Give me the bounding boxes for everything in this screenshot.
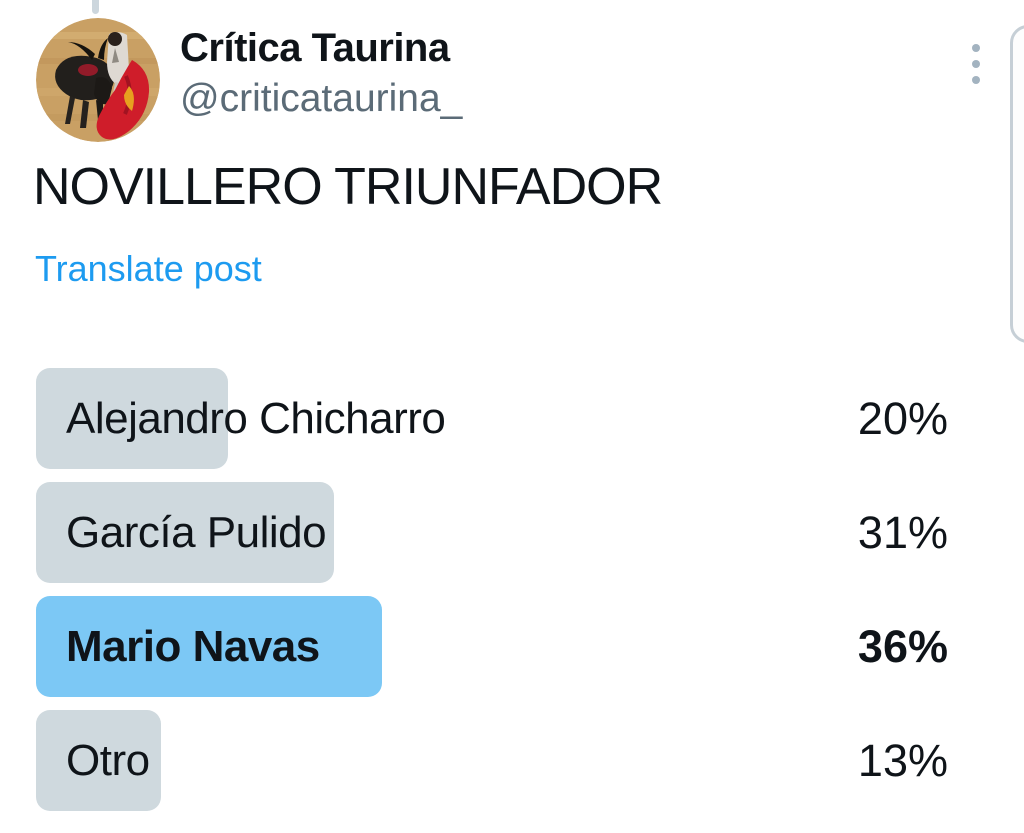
poll-option-row[interactable]: Alejandro Chicharro 20% bbox=[36, 368, 948, 469]
poll-option-label: Mario Navas bbox=[66, 622, 320, 671]
poll-result-bar bbox=[36, 482, 334, 583]
poll-option-percent: 13% bbox=[857, 735, 948, 786]
kebab-menu-icon bbox=[972, 60, 980, 68]
partial-side-card-edge bbox=[1010, 25, 1024, 343]
poll-result-bar bbox=[36, 368, 228, 469]
kebab-menu-icon bbox=[972, 44, 980, 52]
kebab-menu-icon bbox=[972, 76, 980, 84]
poll-option-label: Otro bbox=[66, 736, 150, 785]
poll-option-label: García Pulido bbox=[66, 508, 327, 557]
poll-option-row[interactable]: García Pulido 31% bbox=[36, 482, 948, 583]
author-name[interactable]: Crítica Taurina bbox=[180, 26, 450, 70]
translate-post-link[interactable]: Translate post bbox=[35, 248, 262, 289]
avatar[interactable] bbox=[36, 18, 160, 142]
author-block: Crítica Taurina @criticataurina_ bbox=[180, 22, 462, 124]
author-handle[interactable]: @criticataurina_ bbox=[180, 77, 463, 120]
bullfighting-avatar-image bbox=[36, 18, 160, 142]
poll-result-bar-leading bbox=[36, 596, 382, 697]
thread-connector-line bbox=[92, 0, 99, 14]
post-text: NOVILLERO TRIUNFADOR bbox=[33, 158, 663, 216]
poll-result-bar bbox=[36, 710, 161, 811]
poll: Alejandro Chicharro 20% García Pulido 31% Ma… bbox=[36, 368, 948, 824]
poll-option-percent: 36% bbox=[857, 621, 948, 672]
poll-option-percent: 31% bbox=[857, 507, 948, 558]
poll-option-label: Alejandro Chicharro bbox=[66, 394, 446, 443]
poll-option-percent: 20% bbox=[857, 393, 948, 444]
poll-option-row[interactable]: Otro 13% bbox=[36, 710, 948, 811]
more-options-button[interactable] bbox=[958, 36, 994, 92]
poll-option-row[interactable]: Mario Navas 36% bbox=[36, 596, 948, 697]
